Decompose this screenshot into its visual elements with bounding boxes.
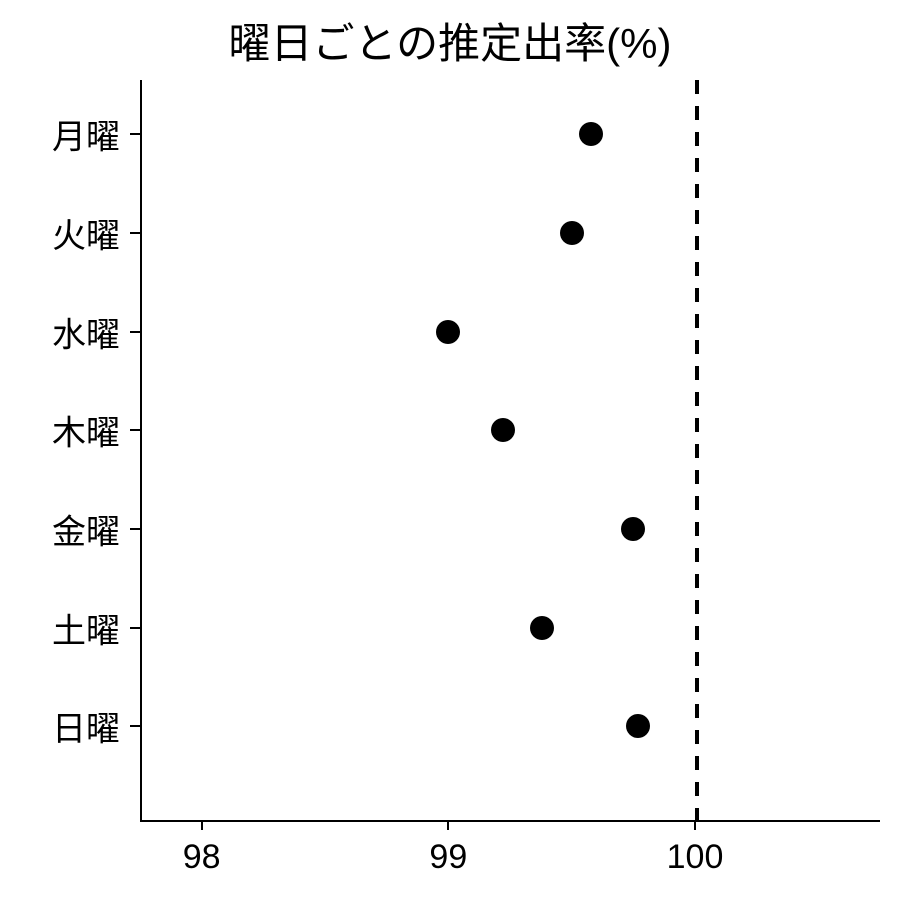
x-axis-line (140, 820, 880, 822)
y-tick-label: 水曜 (0, 307, 120, 356)
x-tick (447, 820, 449, 830)
y-tick (130, 429, 140, 431)
data-point (491, 418, 515, 442)
y-tick (130, 725, 140, 727)
y-tick-label: 土曜 (0, 603, 120, 652)
x-tick-label: 100 (667, 838, 724, 877)
y-tick (130, 232, 140, 234)
y-tick-label: 木曜 (0, 406, 120, 455)
data-point (621, 517, 645, 541)
x-tick (694, 820, 696, 830)
chart-container: 曜日ごとの推定出率(%) 月曜火曜水曜木曜金曜土曜日曜9899100 (0, 0, 900, 900)
y-axis-line (140, 80, 142, 820)
x-tick-label: 98 (183, 838, 221, 877)
y-tick-label: 日曜 (0, 702, 120, 751)
data-point (560, 221, 584, 245)
y-tick-label: 金曜 (0, 504, 120, 553)
data-point (530, 616, 554, 640)
data-point (579, 122, 603, 146)
chart-title: 曜日ごとの推定出率(%) (0, 10, 900, 71)
x-tick-label: 99 (429, 838, 467, 877)
data-point (436, 320, 460, 344)
y-tick (130, 331, 140, 333)
reference-line (695, 80, 699, 820)
y-tick (130, 528, 140, 530)
y-tick-label: 月曜 (0, 110, 120, 159)
x-tick (201, 820, 203, 830)
y-tick (130, 627, 140, 629)
y-tick-label: 火曜 (0, 208, 120, 257)
y-tick (130, 133, 140, 135)
plot-area: 月曜火曜水曜木曜金曜土曜日曜9899100 (140, 80, 880, 820)
data-point (626, 714, 650, 738)
